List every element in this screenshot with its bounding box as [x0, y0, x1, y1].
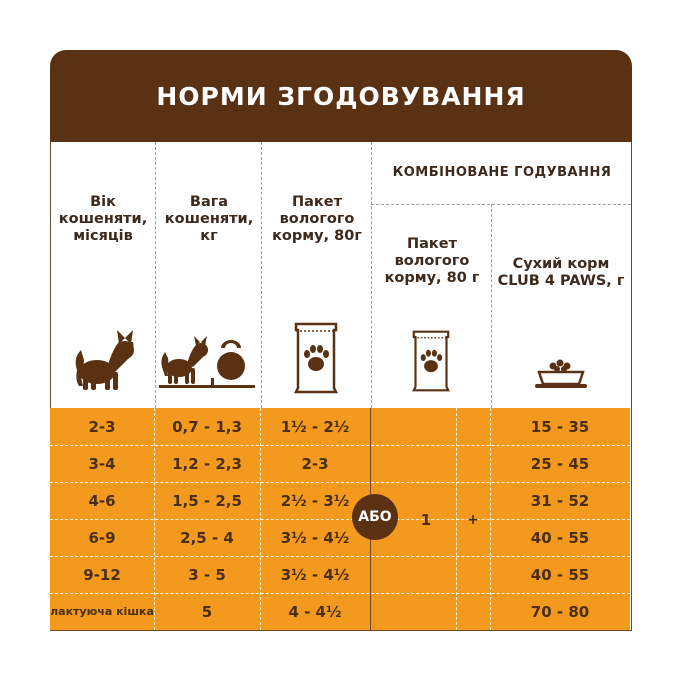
table-row-weight: 3 - 5 — [188, 565, 226, 584]
cat-with-kettlebell-icon — [159, 336, 255, 388]
table-row-dry: 40 - 55 — [530, 528, 590, 547]
table-row-dry: 25 - 45 — [530, 454, 590, 473]
row-divider — [50, 445, 630, 446]
table-row-weight: 5 — [201, 602, 213, 621]
header-combined-wet: Пакет вологого корму, 80 г — [384, 236, 480, 286]
column-divider — [491, 204, 492, 408]
header-weight: Вага кошеняти, кг — [164, 194, 254, 244]
table-row-wet: 2½ - 3½ — [280, 491, 350, 510]
table-row-weight: 1,2 - 2,3 — [172, 454, 242, 473]
column-divider — [490, 408, 491, 630]
table-row-dry: 31 - 52 — [530, 491, 590, 510]
table-row-weight: 0,7 - 1,3 — [172, 417, 242, 436]
header-combined-dry: Сухий корм CLUB 4 PAWS, г — [497, 256, 625, 289]
row-divider — [50, 593, 630, 594]
feeding-table-body: 2-3 0,7 - 1,3 1½ - 2½ 15 - 35 3-4 1,2 - … — [50, 408, 630, 630]
feeding-norms-card: НОРМИ ЗГОДОВУВАННЯ Вік кошеняти, місяців… — [50, 50, 632, 632]
column-divider — [154, 408, 155, 630]
column-divider — [261, 142, 262, 408]
table-row-age: 3-4 — [88, 454, 116, 473]
table-row-age: 2-3 — [88, 417, 116, 436]
table-row-wet: 3½ - 4½ — [280, 528, 350, 547]
wet-food-pouch-icon — [293, 322, 339, 394]
page-title: НОРМИ ЗГОДОВУВАННЯ — [50, 50, 632, 142]
or-badge: АБО — [352, 494, 398, 540]
table-row-age: 6-9 — [88, 528, 116, 547]
table-row-wet: 4 - 4½ — [288, 602, 342, 621]
column-divider — [155, 142, 156, 408]
table-row-wet: 2-3 — [301, 454, 329, 473]
table-row-weight: 2,5 - 4 — [180, 528, 234, 547]
header-age: Вік кошеняти, місяців — [58, 194, 148, 244]
table-frame: Вік кошеняти, місяців Вага кошеняти, кг … — [50, 142, 632, 631]
plus-sign: + — [467, 512, 479, 528]
column-divider — [456, 408, 457, 630]
row-divider — [50, 482, 630, 483]
dry-food-bowl-icon — [535, 359, 587, 388]
table-row-age: 9-12 — [83, 565, 121, 584]
header-wet: Пакет вологого корму, 80г — [272, 194, 362, 244]
table-row-age: лактуюча кішка — [50, 604, 154, 618]
row-divider — [50, 519, 630, 520]
combined-divider — [371, 204, 631, 205]
header-combined: КОМБІНОВАНЕ ГОДУВАННЯ — [392, 165, 612, 180]
table-row-wet: 3½ - 4½ — [280, 565, 350, 584]
table-row-dry: 70 - 80 — [530, 602, 590, 621]
column-divider — [260, 408, 261, 630]
wet-food-pouch-icon — [412, 330, 450, 392]
row-divider — [50, 556, 630, 557]
combined-wet-value: 1 — [420, 511, 432, 529]
table-row-weight: 1,5 - 2,5 — [172, 491, 242, 510]
table-row-age: 4-6 — [88, 491, 116, 510]
column-divider — [371, 142, 372, 408]
cat-icon — [75, 330, 134, 390]
table-row-wet: 1½ - 2½ — [280, 417, 350, 436]
table-row-dry: 15 - 35 — [530, 417, 590, 436]
table-row-dry: 40 - 55 — [530, 565, 590, 584]
